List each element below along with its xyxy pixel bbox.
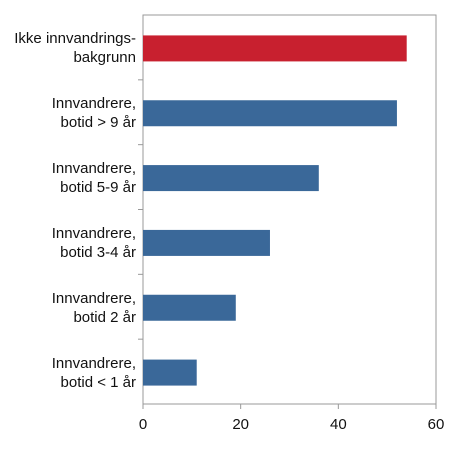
x-tick-label: 60 [428,416,445,433]
category-label: Innvandrere, botid 5-9 år [51,160,136,197]
bar [143,100,397,127]
category-label: Innvandrere, botid 2 år [51,289,136,326]
bar [143,294,236,321]
category-label: Innvandrere, botid < 1 år [51,354,136,391]
x-tick-label: 20 [232,416,249,433]
plot-frame [142,14,437,405]
bar [143,165,319,192]
category-label: Innvandrere, botid 3-4 år [51,224,136,261]
x-tick-label: 0 [139,416,147,433]
category-label: Ikke innvandrings- bakgrunn [14,30,136,67]
bar [143,229,270,256]
bar [143,35,407,62]
bar [143,359,197,386]
category-label: Innvandrere, botid > 9 år [51,95,136,132]
x-tick-label: 40 [330,416,347,433]
